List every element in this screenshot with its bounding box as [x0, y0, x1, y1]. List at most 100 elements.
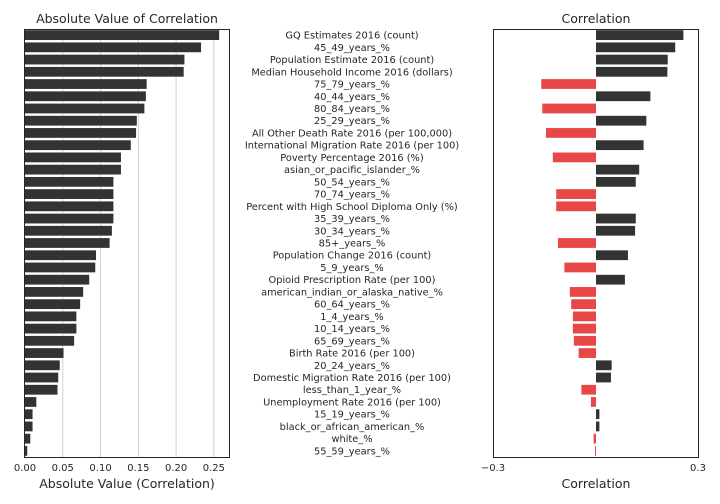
- left-bar: [25, 250, 97, 261]
- category-label: Opioid Prescription Rate (per 100): [269, 275, 436, 286]
- right-bar-negative: [572, 311, 596, 322]
- left-bar: [25, 201, 114, 212]
- left-bars: [25, 30, 220, 456]
- left-plot-frame: [24, 29, 230, 458]
- left-bar: [25, 262, 96, 273]
- category-label: american_indian_or_alaska_native_%: [261, 287, 443, 298]
- left-bar: [25, 311, 77, 322]
- right-x-tick-min: −0.3: [481, 463, 505, 474]
- right-bar-positive: [596, 30, 684, 41]
- category-label: 35_39_years_%: [314, 214, 390, 225]
- right-bar-positive: [596, 115, 647, 126]
- right-bar-negative: [581, 384, 596, 395]
- right-bar-positive: [596, 360, 612, 371]
- left-bar: [25, 384, 58, 395]
- right-bar-negative: [542, 103, 596, 114]
- right-bar-positive: [596, 54, 668, 65]
- right-bar-positive: [596, 225, 636, 236]
- category-label: Birth Rate 2016 (per 100): [289, 349, 415, 360]
- right-bar-positive: [596, 140, 644, 151]
- left-bar: [25, 225, 112, 236]
- right-bar-positive: [596, 421, 600, 432]
- category-label: 80_84_years_%: [314, 104, 390, 115]
- left-x-tick-label: 0.20: [165, 463, 187, 474]
- category-label: black_or_african_american_%: [280, 422, 425, 433]
- right-x-tick-max: 0.3: [690, 463, 706, 474]
- right-bar-negative: [573, 335, 596, 346]
- right-bar-negative: [590, 397, 596, 407]
- right-bar-positive: [596, 176, 636, 187]
- left-bar: [25, 360, 60, 371]
- category-label: Domestic Migration Rate 2016 (per 100): [253, 373, 451, 384]
- left-bar: [25, 128, 137, 138]
- left-bar: [25, 152, 121, 163]
- left-bar: [25, 445, 28, 456]
- right-bar-negative: [572, 323, 596, 334]
- left-bar: [25, 213, 114, 224]
- right-bar-positive: [596, 66, 668, 77]
- category-label: Median Household Income 2016 (dollars): [251, 67, 452, 78]
- category-label: 10_14_years_%: [314, 324, 390, 335]
- right-bar-negative: [593, 433, 596, 444]
- right-bar-negative: [552, 152, 596, 163]
- right-bar-negative: [556, 189, 596, 199]
- right-bar-negative: [541, 79, 596, 89]
- right-bar-negative: [571, 299, 596, 310]
- left-x-tick-labels: 0.00 0.05 0.10 0.15 0.20 0.25: [14, 463, 225, 474]
- right-bar-negative: [557, 238, 596, 248]
- left-bar: [25, 91, 146, 102]
- category-label: 65_69_years_%: [314, 336, 390, 347]
- category-label: 40_44_years_%: [314, 92, 390, 103]
- category-label: less_than_1_year_%: [303, 385, 401, 396]
- right-bar-negative: [556, 201, 596, 212]
- category-label: 5_9_years_%: [320, 263, 383, 274]
- right-plot-frame: [493, 29, 699, 458]
- left-bar: [25, 176, 114, 187]
- category-label: 1_4_years_%: [320, 312, 383, 323]
- category-label: 50_54_years_%: [314, 177, 390, 188]
- category-labels: GQ Estimates 2016 (count)45_49_years_%Po…: [245, 31, 459, 458]
- right-bar-positive: [596, 42, 676, 53]
- left-bar: [25, 140, 131, 151]
- left-bar: [25, 323, 77, 334]
- left-bar: [25, 79, 147, 89]
- left-x-tick-label: 0.10: [89, 463, 111, 474]
- right-chart-title: Correlation: [562, 11, 631, 26]
- left-x-tick-label: 0.05: [52, 463, 74, 474]
- right-bar-positive: [596, 250, 628, 261]
- right-bar-positive: [596, 372, 611, 383]
- category-label: 15_19_years_%: [314, 410, 390, 421]
- category-label: All Other Death Rate 2016 (per 100,000): [252, 128, 452, 139]
- category-label: 70_74_years_%: [314, 190, 390, 201]
- category-label: 75_79_years_%: [314, 80, 390, 91]
- left-bar: [25, 54, 185, 65]
- left-chart-title: Absolute Value of Correlation: [36, 11, 218, 26]
- category-label: 60_64_years_%: [314, 300, 390, 311]
- left-bar: [25, 287, 84, 297]
- left-bar: [25, 433, 31, 444]
- right-bar-positive: [596, 164, 640, 175]
- left-x-tick-label: 0.00: [14, 463, 36, 474]
- left-bar: [25, 335, 75, 346]
- left-bar: [25, 189, 114, 199]
- left-bar: [25, 409, 33, 420]
- left-bar: [25, 348, 64, 358]
- left-bar: [25, 421, 33, 432]
- category-label: GQ Estimates 2016 (count): [285, 31, 418, 42]
- right-bar-negative: [564, 262, 596, 273]
- left-bar: [25, 103, 145, 114]
- category-label: Percent with High School Diploma Only (%…: [246, 202, 458, 213]
- left-bar: [25, 372, 59, 383]
- category-label: 30_34_years_%: [314, 226, 390, 237]
- category-label: Poverty Percentage 2016 (%): [280, 153, 423, 164]
- right-bars: [541, 30, 684, 456]
- left-x-axis-label: Absolute Value (Correlation): [39, 476, 215, 491]
- left-bar: [25, 66, 184, 77]
- right-x-axis-label: Correlation: [562, 476, 631, 491]
- category-label: asian_or_pacific_islander_%: [284, 165, 420, 176]
- left-bar: [25, 164, 121, 175]
- left-bar: [25, 238, 110, 248]
- left-bar: [25, 299, 81, 310]
- category-label: Unemployment Rate 2016 (per 100): [263, 397, 441, 408]
